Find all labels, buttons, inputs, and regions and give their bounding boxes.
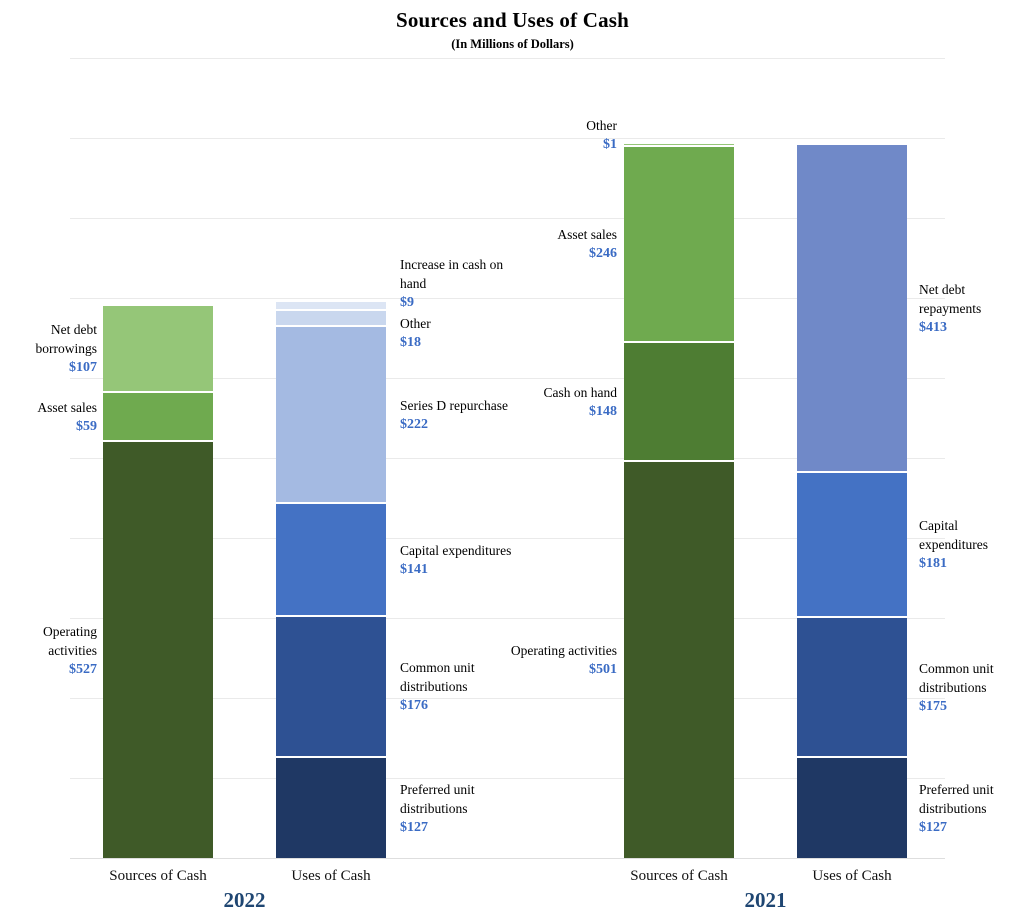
bar-uses-of-cash bbox=[797, 145, 907, 858]
segment-label: Other $1 bbox=[505, 116, 617, 154]
bar-segment bbox=[624, 144, 734, 145]
segment-label-text: Capital expenditures bbox=[919, 518, 988, 552]
bar-segment bbox=[624, 147, 734, 341]
axis-label-uses-of-cash: Uses of Cash bbox=[291, 868, 371, 884]
bar-uses-of-cash bbox=[276, 302, 386, 858]
segment-label: Net debt borrowings $107 bbox=[2, 320, 98, 377]
gridline bbox=[70, 538, 945, 539]
segment-label: Preferred unit distributions $127 bbox=[400, 780, 512, 837]
segment-label-text: Series D repurchase bbox=[400, 398, 508, 413]
segment-label-text: Preferred unit distributions bbox=[919, 782, 994, 816]
axis-label-uses-of-cash: Uses of Cash bbox=[812, 868, 892, 884]
segment-label-text: Asset sales bbox=[557, 227, 617, 242]
chart-subtitle: (In Millions of Dollars) bbox=[451, 37, 574, 51]
axis-label-sources-of-cash: Sources of Cash bbox=[109, 868, 207, 884]
segment-label-text: Common unit distributions bbox=[400, 660, 475, 694]
segment-value: $501 bbox=[589, 662, 617, 677]
segment-value: $127 bbox=[919, 820, 947, 835]
bar-segment bbox=[276, 758, 386, 858]
segment-value: $148 bbox=[589, 404, 617, 419]
segment-label-text: Increase in cash on hand bbox=[400, 257, 504, 291]
segment-label: Increase in cash on hand $9 bbox=[400, 255, 512, 312]
segment-label-text: Net debt repayments bbox=[919, 282, 982, 316]
segment-label: Net debt repayments $413 bbox=[919, 280, 1023, 337]
segment-value: $18 bbox=[400, 335, 421, 350]
segment-label-text: Cash on hand bbox=[543, 385, 618, 400]
gridline bbox=[70, 138, 945, 139]
gridline bbox=[70, 618, 945, 619]
gridline bbox=[70, 458, 945, 459]
segment-value: $9 bbox=[400, 295, 414, 310]
gridline bbox=[70, 218, 945, 219]
bar-segment bbox=[797, 473, 907, 616]
segment-label: Common unit distributions $176 bbox=[400, 658, 512, 715]
bar-segment bbox=[276, 617, 386, 756]
bar-segment bbox=[276, 504, 386, 615]
bar-segment bbox=[276, 327, 386, 502]
segment-label: Capital expenditures $181 bbox=[919, 516, 1023, 573]
segment-value: $222 bbox=[400, 417, 428, 432]
segment-label: Capital expenditures $141 bbox=[400, 541, 512, 579]
segment-value: $413 bbox=[919, 320, 947, 335]
bar-segment bbox=[624, 462, 734, 858]
bar-segment bbox=[103, 393, 213, 440]
segment-label: Common unit distributions $175 bbox=[919, 659, 1023, 716]
segment-value: $59 bbox=[76, 419, 97, 434]
bar-sources-of-cash bbox=[624, 144, 734, 858]
segment-value: $246 bbox=[589, 246, 617, 261]
segment-label: Operating activities $527 bbox=[2, 622, 97, 679]
axis-label-sources-of-cash: Sources of Cash bbox=[630, 868, 728, 884]
segment-label: Series D repurchase $222 bbox=[400, 396, 512, 434]
bar-segment bbox=[276, 311, 386, 325]
segment-label-text: Other bbox=[586, 118, 617, 133]
segment-label: Preferred unit distributions $127 bbox=[919, 780, 1023, 837]
gridline bbox=[70, 778, 945, 779]
segment-label-text: Operating activities bbox=[510, 643, 617, 658]
segment-label: Asset sales $59 bbox=[2, 398, 97, 436]
segment-label-text: Other bbox=[400, 316, 431, 331]
segment-label: Operating activities $501 bbox=[505, 641, 617, 679]
segment-label-text: Preferred unit distributions bbox=[400, 782, 475, 816]
year-label-2022: 2022 bbox=[223, 888, 266, 912]
year-label-2021: 2021 bbox=[744, 888, 787, 912]
segment-value: $141 bbox=[400, 562, 428, 577]
segment-value: $176 bbox=[400, 698, 428, 713]
segment-label: Other $18 bbox=[400, 314, 512, 352]
bar-segment bbox=[624, 343, 734, 460]
bar-segment bbox=[103, 442, 213, 858]
segment-label: Asset sales $246 bbox=[505, 225, 617, 263]
segment-value: $107 bbox=[69, 360, 97, 375]
chart-title: Sources and Uses of Cash bbox=[395, 8, 630, 32]
segment-value: $181 bbox=[919, 556, 947, 571]
x-axis-line bbox=[70, 858, 945, 859]
gridline bbox=[70, 378, 945, 379]
segment-label-text: Asset sales bbox=[37, 400, 97, 415]
segment-value: $1 bbox=[603, 137, 617, 152]
segment-value: $175 bbox=[919, 699, 947, 714]
bar-segment bbox=[276, 302, 386, 309]
bar-segment bbox=[797, 145, 907, 471]
gridline bbox=[70, 298, 945, 299]
bar-segment bbox=[797, 618, 907, 756]
bar-segment bbox=[103, 306, 213, 391]
segment-value: $527 bbox=[69, 662, 97, 677]
segment-label-text: Operating activities bbox=[43, 624, 97, 658]
segment-value: $127 bbox=[400, 820, 428, 835]
segment-label-text: Common unit distributions bbox=[919, 661, 994, 695]
bar-sources-of-cash bbox=[103, 306, 213, 858]
segment-label-text: Capital expenditures bbox=[400, 543, 512, 558]
segment-label-text: Net debt borrowings bbox=[35, 322, 98, 356]
segment-label: Cash on hand $148 bbox=[505, 383, 618, 421]
gridline bbox=[70, 698, 945, 699]
bar-segment bbox=[797, 758, 907, 858]
gridline bbox=[70, 58, 945, 59]
